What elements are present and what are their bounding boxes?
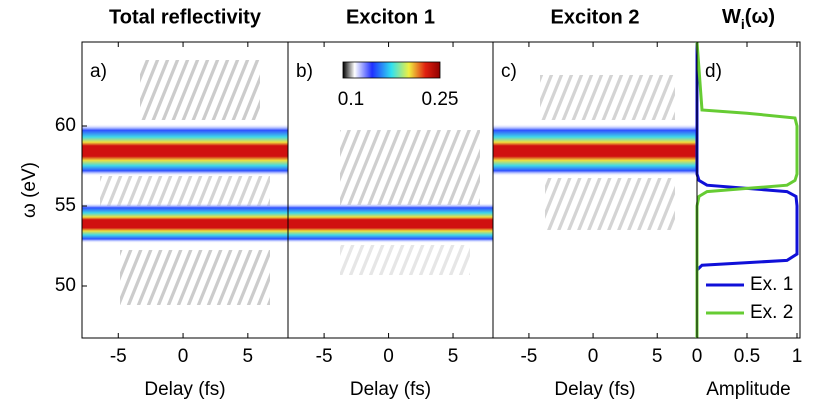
title-suffix: (ω) bbox=[745, 6, 775, 28]
y-tick-label: 50 bbox=[55, 275, 76, 296]
x-axis-label: Delay (fs) bbox=[144, 379, 225, 400]
x-tick-label: 0 bbox=[383, 346, 394, 367]
heatmap-c bbox=[493, 75, 697, 230]
colorbar-frame bbox=[342, 61, 441, 79]
x-axis-label: Amplitude bbox=[706, 379, 791, 400]
x-tick-label: 0.5 bbox=[734, 346, 760, 367]
panel-label: d) bbox=[705, 61, 722, 82]
panel-label: b) bbox=[296, 61, 313, 82]
title-subscript: i bbox=[741, 16, 745, 32]
x-tick-label: 5 bbox=[243, 346, 254, 367]
x-tick-label: -5 bbox=[316, 346, 333, 367]
panel-title: Exciton 2 bbox=[551, 6, 640, 28]
y-tick-label: 55 bbox=[55, 195, 76, 216]
panel-label: c) bbox=[501, 61, 517, 82]
colorbar-tick-label: 0.25 bbox=[422, 89, 459, 110]
x-tick-label: 0 bbox=[178, 346, 189, 367]
x-tick-label: -5 bbox=[520, 346, 537, 367]
panel-title: Total reflectivity bbox=[109, 6, 262, 28]
heatmap-b bbox=[288, 130, 493, 275]
panel-title: Wi(ω) bbox=[722, 6, 775, 31]
x-tick-label: 0 bbox=[588, 346, 599, 367]
plot-frame bbox=[696, 41, 801, 339]
x-tick-label: 5 bbox=[652, 346, 663, 367]
panel-title: Exciton 1 bbox=[346, 6, 435, 28]
y-tick-label: 60 bbox=[55, 115, 76, 136]
x-axis-label: Delay (fs) bbox=[554, 379, 635, 400]
colorbar bbox=[343, 62, 440, 78]
y-axis-label: ω (eV) bbox=[19, 162, 40, 218]
colorbar-tick-label: 0.1 bbox=[338, 89, 364, 110]
x-tick-label: 0 bbox=[692, 346, 703, 367]
x-axis-label: Delay (fs) bbox=[350, 379, 431, 400]
x-tick-label: -5 bbox=[110, 346, 127, 367]
panel-label: a) bbox=[90, 61, 107, 82]
legend-label: Ex. 1 bbox=[750, 274, 793, 295]
heatmap-a bbox=[82, 60, 288, 305]
x-tick-label: 5 bbox=[448, 346, 459, 367]
legend-label: Ex. 2 bbox=[750, 302, 793, 323]
title-main: W bbox=[722, 6, 741, 28]
x-tick-label: 1 bbox=[792, 346, 803, 367]
